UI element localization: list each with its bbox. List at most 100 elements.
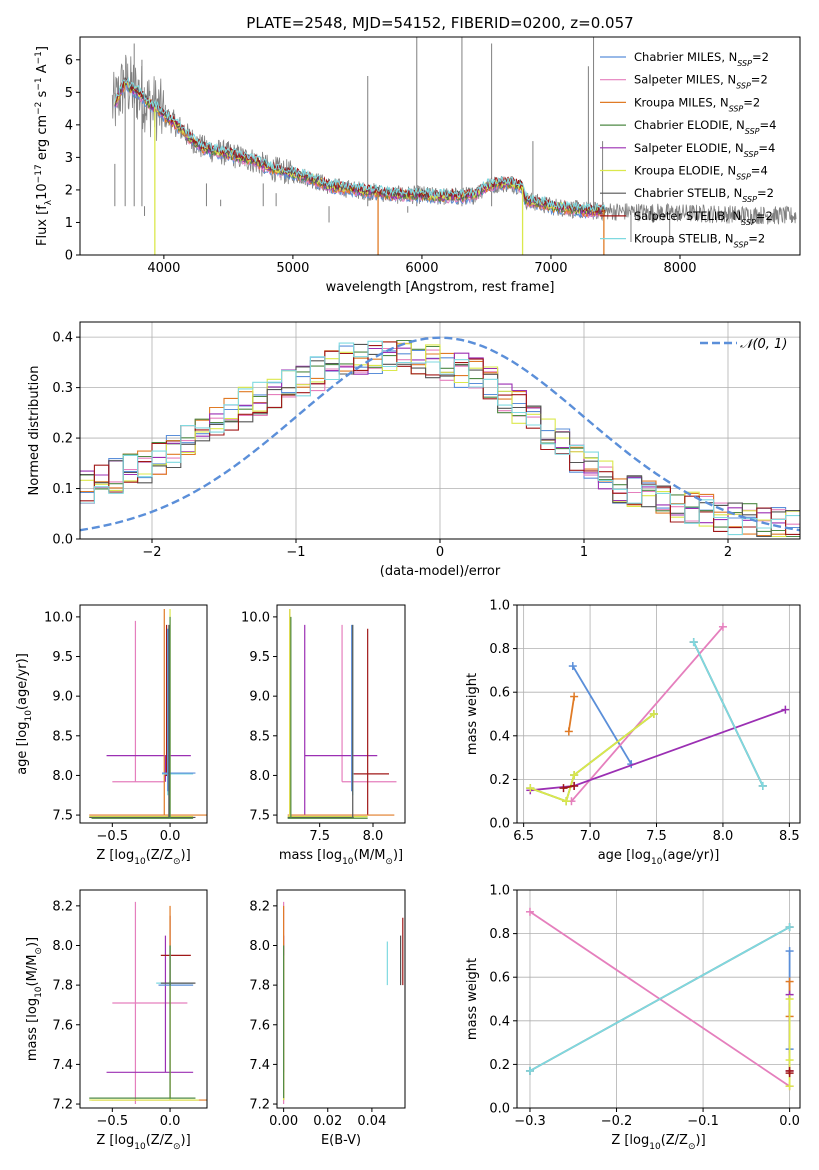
y-tick-label: 8.0: [249, 939, 270, 954]
x-axis-label-part: )]: [696, 1133, 706, 1148]
x-tick-label: −0.2: [601, 1114, 633, 1129]
x-axis-label-part: Z [log: [611, 1133, 649, 1148]
x-tick-label: 8000: [663, 261, 696, 276]
y-tick-label: 7.2: [249, 1098, 270, 1113]
y-tick-label: 1.0: [489, 599, 510, 614]
y-tick-label: 3: [65, 151, 73, 166]
plot-area: [526, 622, 790, 806]
axes-frame: [276, 889, 406, 1109]
y-tick-label: 1.0: [489, 884, 510, 899]
y-tick-label: 7.8: [249, 979, 270, 994]
weight-series-kroupa-elodie: [785, 995, 794, 1091]
y-tick-label: 8.0: [52, 769, 73, 784]
weight-line: [529, 713, 655, 803]
y-axis-label: Flux [fλ10−17 erg cm−2 s−1 A−1]: [34, 46, 54, 246]
weight-line: [692, 641, 764, 787]
ebv-mass-panel: 0.00 0.02 0.04 7.2 7.4 7.6 7.8 8.0 8.2 E(B-V): [249, 889, 406, 1148]
errorbar-salpeter-elodie: [106, 755, 191, 782]
legend-nssp: 2: [758, 232, 765, 246]
histogram-chabrier-stelib: [80, 343, 800, 538]
weight-series-salpeter-stelib: [559, 781, 579, 793]
z-age-panel: −0.5 0.07.58.08.59.09.510.0Z [log10(Z/Z⊙)…: [15, 604, 208, 867]
legend-name: Kroupa MILES: [634, 95, 713, 109]
legend-nssp: 2: [767, 186, 774, 200]
figure-title: PLATE=2548, MJD=54152, FIBERID=0200, z=0…: [246, 14, 633, 32]
histogram-kroupa-elodie: [80, 343, 800, 538]
x-axis-label-part: (Z/Z: [661, 1133, 688, 1148]
errorbar-salpeter-elodie: [304, 624, 378, 816]
errorbar-chabrier-elodie: [287, 616, 368, 819]
legend-label: Chabrier STELIB, NSSP=2: [634, 186, 774, 204]
x-axis-label: Z [log10(Z/Z⊙)]: [96, 848, 190, 867]
errorbar-salpeter-miles: [341, 624, 397, 783]
y-tick-label: 0.6: [489, 971, 510, 986]
weight-series-salpeter-miles: [567, 622, 727, 806]
x-tick-label: 7.5: [309, 829, 330, 844]
z-weight-panel: −0.3 −0.2 −0.1 0.0 0.0 0.2 0.4 0.6 0.8 1.0 Z [log1…: [465, 884, 801, 1152]
weight-series-kroupa-miles: [564, 692, 579, 736]
weight-series-kroupa-stelib: [689, 638, 767, 790]
x-axis-label-part: 10: [649, 1142, 661, 1152]
x-axis-label-part: Z [log: [96, 848, 134, 863]
x-axis-label-part: Z [log: [96, 1133, 134, 1148]
y-tick-label: 7.5: [249, 809, 270, 824]
errorbar-chabrier-elodie: [91, 616, 194, 819]
age-weight-panel: 6.5 7.0 7.5 8.0 8.5 0.0 0.2 0.4 0.6 0.8 1.0 age [lo…: [465, 599, 801, 867]
y-tick-label: 0.4: [52, 331, 73, 346]
y-tick-label: 8.5: [52, 729, 73, 744]
y-tick-label: 0.2: [489, 773, 510, 788]
axes-frame: [79, 604, 208, 824]
y-tick-label: 7.5: [52, 809, 73, 824]
legend-nssp: 4: [760, 164, 767, 178]
x-tick-label: 0.0: [160, 829, 181, 844]
x-axis-label: E(B-V): [321, 1133, 361, 1148]
axes-frame: [79, 889, 208, 1109]
y-tick-label: 0.4: [489, 729, 510, 744]
y-axis-label-part: 10: [34, 986, 44, 998]
x-axis-label-part: ⊙: [385, 857, 393, 867]
x-axis-label-part: ⊙: [173, 857, 181, 867]
x-axis-label: wavelength [Angstrom, rest frame]: [326, 280, 555, 295]
x-axis-label-part: ⊙: [688, 1142, 696, 1152]
x-axis-label-part: 10: [134, 1142, 146, 1152]
axes-frame: [79, 36, 801, 256]
y-axis-label-part: −1: [34, 77, 44, 90]
y-tick-label: 0.0: [52, 533, 73, 548]
x-axis-label-part: ⊙: [173, 1142, 181, 1152]
x-tick-label: 8.0: [363, 829, 384, 844]
x-tick-label: 0.02: [313, 1114, 342, 1129]
x-tick-label: 6.5: [513, 829, 534, 844]
x-tick-label: −0.3: [514, 1114, 546, 1129]
x-tick-label: 6000: [405, 261, 438, 276]
x-tick-label: 0.0: [779, 1114, 800, 1129]
y-axis-label-part: age [log: [15, 722, 30, 775]
errorbar-salpeter-miles: [112, 620, 165, 783]
x-tick-label: 7000: [534, 261, 567, 276]
y-axis-label-part: )]: [25, 937, 40, 947]
x-tick-label: 8.0: [713, 829, 734, 844]
y-tick-label: 9.5: [52, 650, 73, 665]
weight-series-kroupa-stelib: [525, 923, 794, 1075]
y-axis-label-part: ]: [35, 46, 50, 51]
y-axis-label: Normed distribution: [27, 366, 42, 496]
x-axis-label-part: (Z/Z: [146, 1133, 173, 1148]
x-tick-label: 4000: [147, 261, 180, 276]
x-tick-label: −0.5: [97, 829, 129, 844]
plot-area: [525, 907, 794, 1091]
residual-histogram-panel: −2 −1 0 1 2 0.0 0.1 0.2 0.3 0.4 (data-model)/error…: [27, 321, 801, 579]
y-tick-label: 1: [65, 216, 73, 231]
y-tick-label: 0.8: [489, 927, 510, 942]
x-tick-label: 0.04: [357, 1114, 386, 1129]
x-axis-label-part: mass [log: [279, 848, 342, 863]
y-axis-label-part: 10: [24, 710, 34, 722]
y-axis-label-part: mass [log: [25, 998, 40, 1061]
x-tick-label: −1: [286, 545, 305, 560]
y-tick-label: 8.0: [52, 939, 73, 954]
histogram-kroupa-stelib: [80, 340, 800, 536]
errorbar-chabrier-miles: [161, 628, 196, 792]
x-axis-label: age [log10(age/yr)]: [598, 848, 720, 867]
plot-area: [111, 37, 797, 255]
errorbar-kroupa-miles: [89, 608, 207, 816]
y-axis-label: age [log10(age/yr)]: [15, 653, 34, 775]
